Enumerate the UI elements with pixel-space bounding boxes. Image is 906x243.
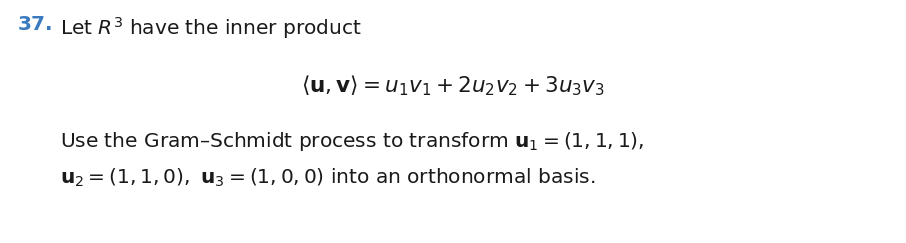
Text: Use the Gram–Schmidt process to transform $\mathbf{u}_1 = (1,1,1),$: Use the Gram–Schmidt process to transfor… [60,130,644,153]
Text: $\mathbf{u}_2 = (1,1,0),\ \mathbf{u}_3 = (1,0,0)$ into an orthonormal basis.: $\mathbf{u}_2 = (1,1,0),\ \mathbf{u}_3 =… [60,167,595,189]
Text: $\langle\mathbf{u},\mathbf{v}\rangle = u_1v_1 + 2u_2v_2 + 3u_3v_3$: $\langle\mathbf{u},\mathbf{v}\rangle = u… [301,73,605,98]
Text: Let $R^3$ have the inner product: Let $R^3$ have the inner product [60,15,361,41]
Text: 37.: 37. [18,15,53,34]
